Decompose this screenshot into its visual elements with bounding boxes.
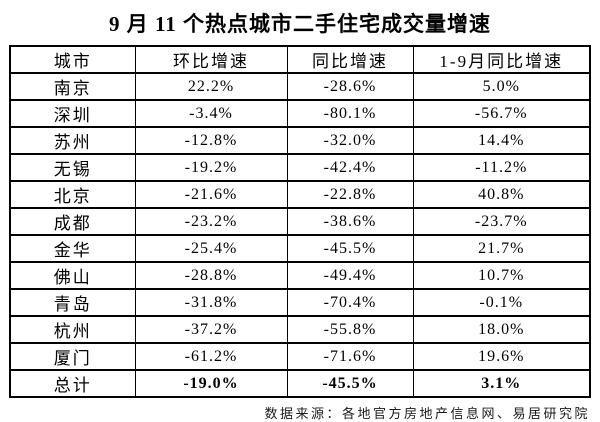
value-cell: 5.0% <box>412 72 591 101</box>
value-cell: -23.2% <box>134 207 288 236</box>
value-cell: -21.6% <box>134 180 288 209</box>
city-cell: 北京 <box>9 180 136 209</box>
table-row: 苏州 -12.8% -32.0% 14.4% <box>9 126 591 155</box>
table-row: 杭州 -37.2% -55.8% 18.0% <box>9 315 591 344</box>
value-cell: -80.1% <box>286 99 414 128</box>
city-cell: 青岛 <box>9 288 136 317</box>
city-cell: 厦门 <box>9 342 136 371</box>
value-cell: 21.7% <box>412 234 591 263</box>
table-row: 金华 -25.4% -45.5% 21.7% <box>9 234 591 263</box>
city-cell: 杭州 <box>9 315 136 344</box>
city-cell: 深圳 <box>9 99 136 128</box>
value-cell: -45.5% <box>286 234 414 263</box>
city-cell: 总计 <box>9 369 136 398</box>
table-row: 总计 -19.0% -45.5% 3.1% <box>9 369 591 398</box>
data-table: 城市 环比增速 同比增速 1-9月同比增速 南京 22.2% -28.6% 5.0% 深… <box>9 45 591 398</box>
table-header-row: 城市 环比增速 同比增速 1-9月同比增速 <box>9 45 591 74</box>
value-cell: 10.7% <box>412 261 591 290</box>
column-header-yoy-growth: 同比增速 <box>286 45 414 74</box>
table-row: 青岛 -31.8% -70.4% -0.1% <box>9 288 591 317</box>
value-cell: -22.8% <box>286 180 414 209</box>
table-row: 南京 22.2% -28.6% 5.0% <box>9 72 591 101</box>
value-cell: -45.5% <box>286 369 414 398</box>
table-row: 无锡 -19.2% -42.4% -11.2% <box>9 153 591 182</box>
column-header-ytd-yoy-growth: 1-9月同比增速 <box>412 45 591 74</box>
data-source-note: 数据来源：各地官方房地产信息网、易居研究院 <box>264 406 590 421</box>
city-cell: 佛山 <box>9 261 136 290</box>
value-cell: 22.2% <box>134 72 288 101</box>
table-row: 厦门 -61.2% -71.6% 19.6% <box>9 342 591 371</box>
value-cell: -25.4% <box>134 234 288 263</box>
value-cell: -12.8% <box>134 126 288 155</box>
value-cell: -70.4% <box>286 288 414 317</box>
value-cell: -28.8% <box>134 261 288 290</box>
value-cell: -11.2% <box>412 153 591 182</box>
column-header-mom-growth: 环比增速 <box>134 45 288 74</box>
table-body: 南京 22.2% -28.6% 5.0% 深圳 -3.4% -80.1% -56.7% 苏州 -1… <box>9 72 591 398</box>
value-cell: -49.4% <box>286 261 414 290</box>
table-row: 成都 -23.2% -38.6% -23.7% <box>9 207 591 236</box>
city-cell: 成都 <box>9 207 136 236</box>
value-cell: -28.6% <box>286 72 414 101</box>
value-cell: -23.7% <box>412 207 591 236</box>
value-cell: -32.0% <box>286 126 414 155</box>
value-cell: -19.0% <box>134 369 288 398</box>
city-cell: 无锡 <box>9 153 136 182</box>
value-cell: -19.2% <box>134 153 288 182</box>
city-cell: 苏州 <box>9 126 136 155</box>
value-cell: -56.7% <box>412 99 591 128</box>
value-cell: 18.0% <box>412 315 591 344</box>
value-cell: 14.4% <box>412 126 591 155</box>
value-cell: -61.2% <box>134 342 288 371</box>
value-cell: -42.4% <box>286 153 414 182</box>
page-title: 9 月 11 个热点城市二手住宅成交量增速 <box>108 12 492 36</box>
table-row: 佛山 -28.8% -49.4% 10.7% <box>9 261 591 290</box>
value-cell: 19.6% <box>412 342 591 371</box>
value-cell: 40.8% <box>412 180 591 209</box>
value-cell: -31.8% <box>134 288 288 317</box>
value-cell: 3.1% <box>412 369 591 398</box>
value-cell: -37.2% <box>134 315 288 344</box>
value-cell: -71.6% <box>286 342 414 371</box>
city-cell: 南京 <box>9 72 136 101</box>
value-cell: -55.8% <box>286 315 414 344</box>
table-row: 北京 -21.6% -22.8% 40.8% <box>9 180 591 209</box>
value-cell: -38.6% <box>286 207 414 236</box>
value-cell: -0.1% <box>412 288 591 317</box>
table-row: 深圳 -3.4% -80.1% -56.7% <box>9 99 591 128</box>
column-header-city: 城市 <box>9 45 136 74</box>
value-cell: -3.4% <box>134 99 288 128</box>
city-cell: 金华 <box>9 234 136 263</box>
